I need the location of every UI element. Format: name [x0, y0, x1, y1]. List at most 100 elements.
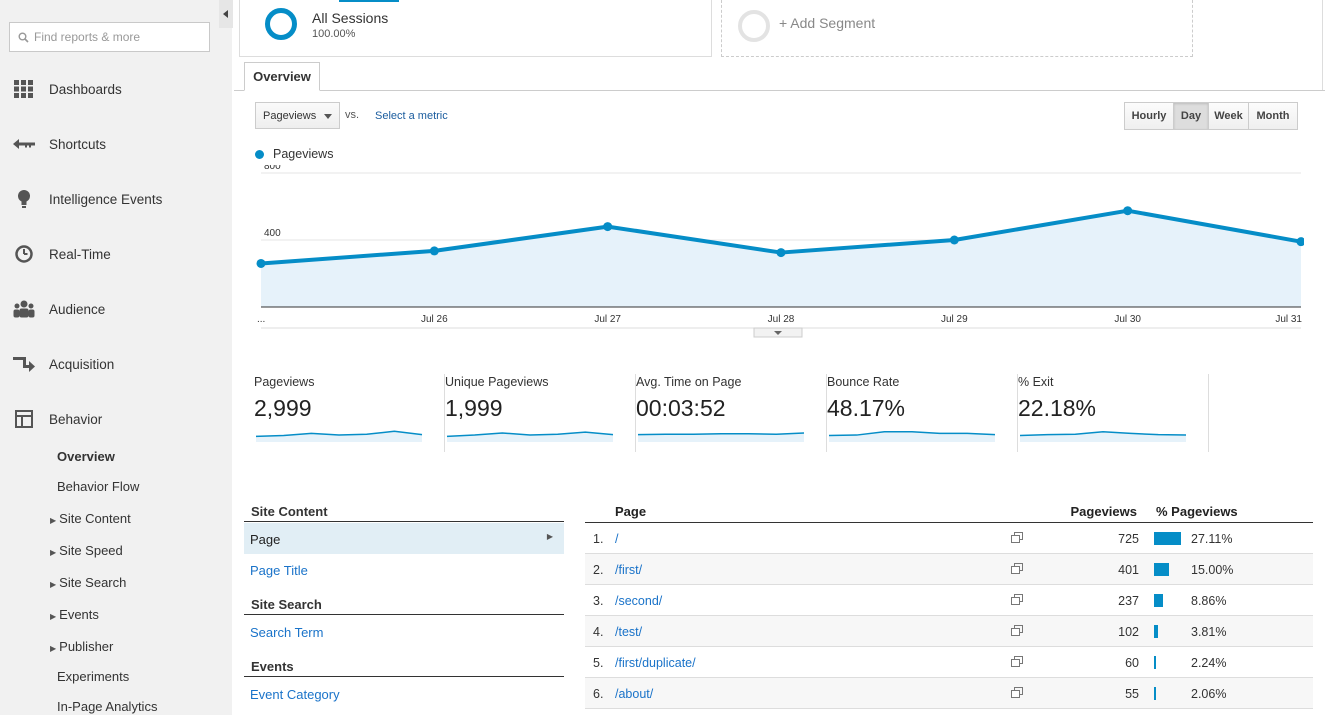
sub-in-page-analytics[interactable]: In-Page Analytics — [57, 699, 157, 714]
col-header-page[interactable]: Page — [615, 504, 647, 519]
add-segment-box[interactable]: + Add Segment — [721, 0, 1193, 57]
sub-label: Experiments — [57, 669, 130, 684]
expand-triangle-icon: ▶ — [50, 612, 57, 621]
sub-site-content[interactable]: ▶ Site Content — [50, 511, 131, 526]
dashboards-icon — [12, 77, 36, 101]
scorecard-exit[interactable]: % Exit 22.18% — [1018, 374, 1209, 452]
sub-label: Behavior Flow — [57, 479, 140, 494]
row-page-link[interactable]: /first/duplicate/ — [615, 656, 696, 670]
intelligence-icon — [12, 187, 36, 211]
table-row: 2. /first/401 15.00% — [585, 554, 1313, 585]
row-page-link[interactable]: /first/ — [615, 563, 643, 577]
sparkline — [446, 431, 614, 442]
sub-experiments[interactable]: Experiments — [57, 669, 129, 684]
external-link-icon[interactable] — [1011, 625, 1023, 636]
sparkline — [637, 432, 805, 442]
row-pageviews: 401 — [1118, 563, 1139, 577]
scorecard-label: % Exit — [1018, 375, 1054, 389]
add-segment-link[interactable]: + Add Segment — [779, 15, 876, 31]
search-box[interactable] — [9, 22, 210, 52]
x-tick-label: Jul 27 — [594, 314, 621, 325]
scorecard-unique-pageviews[interactable]: Unique Pageviews 1,999 — [445, 374, 636, 452]
collapse-sidebar-button[interactable] — [219, 0, 233, 28]
external-link-icon[interactable] — [1011, 687, 1023, 698]
sub-site-search[interactable]: ▶ Site Search — [50, 575, 127, 590]
day-button[interactable]: Day — [1173, 102, 1209, 130]
dim-heading-site-content: Site Content — [244, 500, 564, 522]
segment-all-sessions[interactable]: All Sessions 100.00% — [239, 0, 712, 57]
nav-acquisition[interactable]: Acquisition — [0, 346, 232, 382]
sparkline — [1019, 430, 1187, 442]
sub-label: Site Search — [59, 575, 127, 590]
sub-overview[interactable]: Overview — [57, 449, 115, 464]
hourly-button[interactable]: Hourly — [1124, 102, 1174, 130]
divider — [1322, 0, 1323, 90]
metric-dropdown[interactable]: Pageviews — [255, 102, 340, 129]
scorecard-avg-time-on-page[interactable]: Avg. Time on Page 00:03:52 — [636, 374, 827, 452]
search-icon — [18, 32, 29, 43]
external-link-icon[interactable] — [1011, 563, 1023, 574]
x-tick-label: Jul 28 — [768, 314, 795, 325]
external-link-icon[interactable] — [1011, 656, 1023, 667]
y-tick-label: 400 — [264, 228, 281, 239]
row-pct: 15.00% — [1191, 563, 1234, 577]
sub-label: Site Speed — [59, 543, 123, 558]
nav-behavior[interactable]: Behavior — [0, 401, 232, 437]
sub-label: Events — [59, 607, 99, 622]
scorecard-label: Pageviews — [254, 375, 315, 389]
main-content: All Sessions 100.00% + Add Segment Overv… — [234, 0, 1325, 715]
dim-link-page-title[interactable]: Page Title — [250, 563, 308, 578]
tab-overview[interactable]: Overview — [244, 62, 320, 91]
row-number: 5. — [593, 656, 604, 670]
row-pageviews: 237 — [1118, 594, 1139, 608]
row-page-link[interactable]: /about/ — [615, 687, 654, 701]
dim-link-event-category[interactable]: Event Category — [250, 687, 340, 702]
nav-shortcuts[interactable]: Shortcuts — [0, 126, 232, 162]
table-row: 5. /first/duplicate/60 2.24% — [585, 647, 1313, 678]
row-pageviews: 102 — [1118, 625, 1139, 639]
sub-label: Publisher — [59, 639, 114, 654]
data-point — [1123, 206, 1133, 216]
row-page-link[interactable]: /second/ — [615, 594, 663, 608]
scorecard-value: 1,999 — [445, 395, 503, 421]
search-input[interactable] — [34, 30, 204, 44]
nav-dashboards[interactable]: Dashboards — [0, 71, 232, 107]
segment-placeholder-icon — [738, 10, 770, 42]
nav-intelligence-events[interactable]: Intelligence Events — [0, 181, 232, 217]
acquisition-icon — [12, 352, 36, 376]
data-point — [603, 222, 613, 232]
nav-audience[interactable]: Audience — [0, 291, 232, 327]
sub-label: In-Page Analytics — [57, 699, 158, 714]
realtime-icon — [12, 242, 36, 266]
nav-real-time[interactable]: Real-Time — [0, 236, 232, 272]
scorecard-bounce-rate[interactable]: Bounce Rate 48.17% — [827, 374, 1018, 452]
sub-site-speed[interactable]: ▶ Site Speed — [50, 543, 123, 558]
col-header-pageviews[interactable]: Pageviews — [1070, 504, 1138, 519]
external-link-icon[interactable] — [1011, 532, 1023, 543]
dim-link-page[interactable]: Page ▶ — [244, 523, 564, 554]
sub-behavior-flow[interactable]: Behavior Flow — [57, 479, 139, 494]
external-link-icon[interactable] — [1011, 594, 1023, 605]
dropdown-caret-icon — [324, 114, 332, 119]
week-button[interactable]: Week — [1208, 102, 1249, 130]
metric-dropdown-value: Pageviews — [263, 109, 317, 122]
month-button[interactable]: Month — [1248, 102, 1298, 130]
col-header-pct-pageviews[interactable]: % Pageviews — [1156, 504, 1238, 519]
x-tick-label: Jul 26 — [421, 314, 448, 325]
select-metric-link[interactable]: Select a metric — [375, 110, 448, 122]
row-page-link[interactable]: /test/ — [615, 625, 643, 639]
sub-events[interactable]: ▶ Events — [50, 607, 99, 622]
behavior-icon — [12, 407, 36, 431]
header-divider — [585, 522, 1313, 523]
sub-publisher[interactable]: ▶ Publisher — [50, 639, 114, 654]
chevron-left-icon — [223, 10, 228, 18]
row-share-bar — [1154, 532, 1181, 545]
scorecard-pageviews[interactable]: Pageviews 2,999 — [254, 374, 445, 452]
area-fill — [261, 210, 1301, 307]
scorecard-label: Avg. Time on Page — [636, 375, 742, 389]
dim-link-search-term[interactable]: Search Term — [250, 625, 324, 640]
row-page-link[interactable]: / — [615, 532, 619, 546]
scorecard-value: 2,999 — [254, 395, 312, 421]
row-share-bar — [1154, 625, 1158, 638]
segment-accent — [339, 0, 399, 2]
